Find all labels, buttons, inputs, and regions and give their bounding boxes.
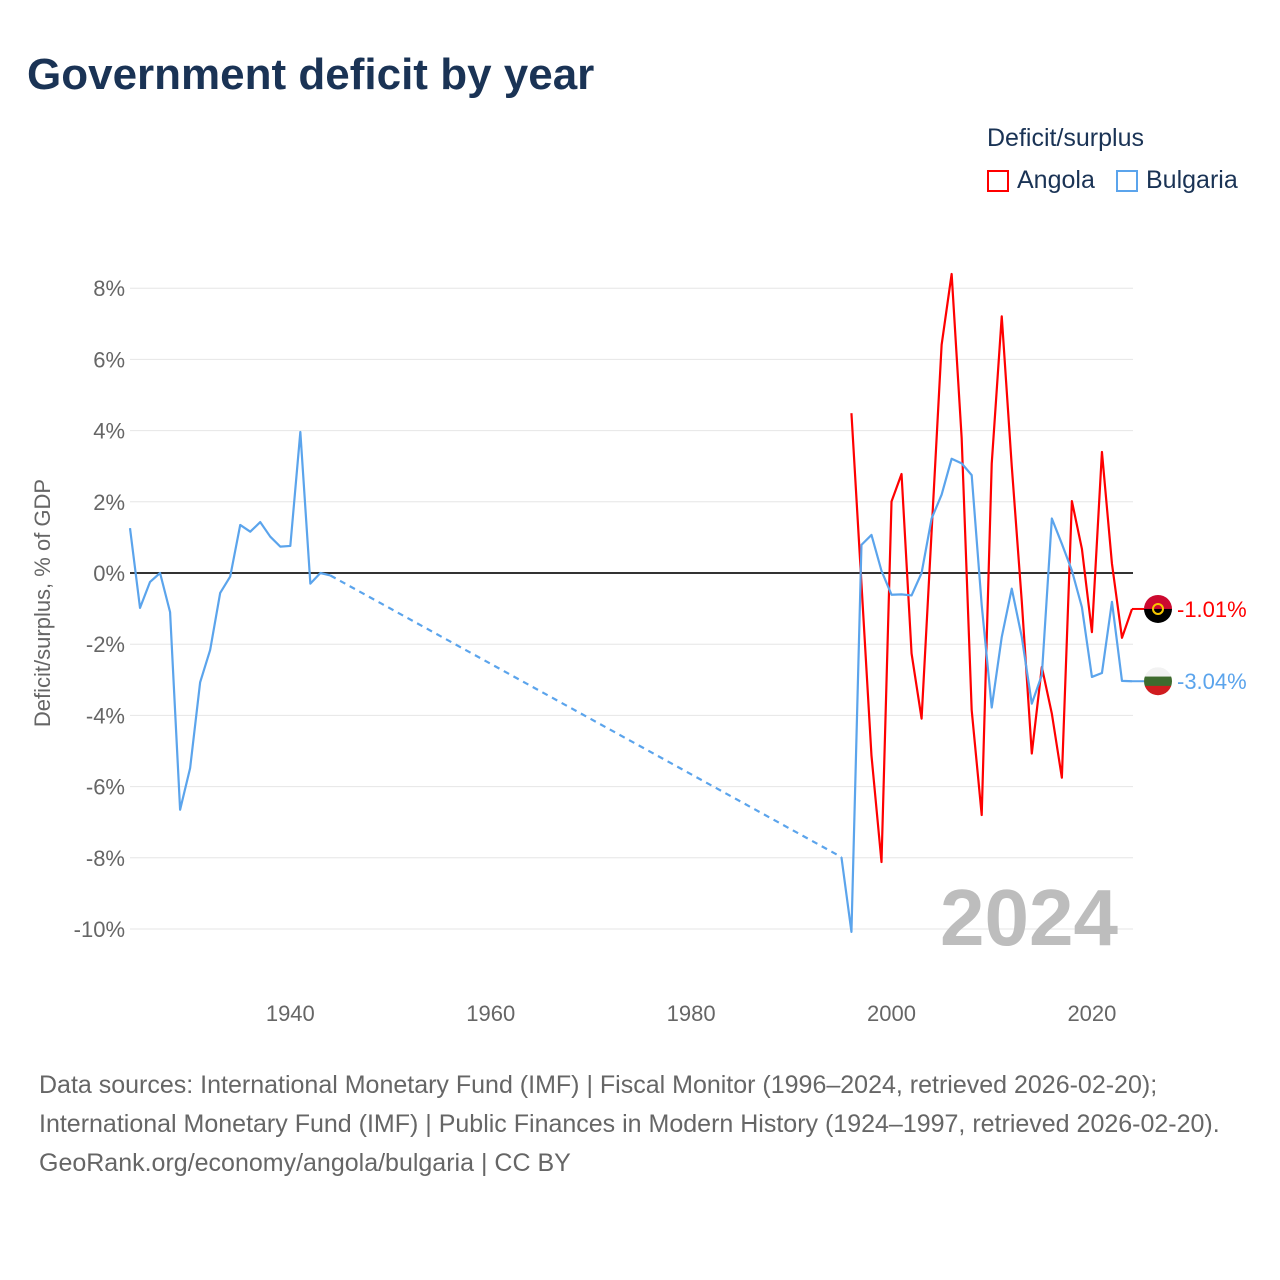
legend-item-angola[interactable]: Angola (987, 166, 1095, 195)
y-tick-label: 8% (93, 276, 125, 301)
x-tick-label: 2020 (1067, 1001, 1116, 1026)
y-tick-label: 4% (93, 419, 125, 444)
y-tick-label: -10% (74, 917, 125, 942)
y-tick-label: 0% (93, 561, 125, 586)
y-tick-label: 2% (93, 490, 125, 515)
y-tick-label: -8% (86, 846, 125, 871)
series-gap-bulgaria (329, 574, 842, 859)
legend-title: Deficit/surplus (987, 124, 1144, 152)
x-tick-label: 1980 (667, 1001, 716, 1026)
page-title: Government deficit by year (27, 50, 595, 99)
flag-angola-icon (1144, 594, 1172, 623)
legend-item-bulgaria[interactable]: Bulgaria (1116, 166, 1238, 195)
series-line-bulgaria (128, 430, 331, 811)
x-tick-label: 1960 (466, 1001, 515, 1026)
end-value-label-bulgaria: -3.04% (1177, 669, 1247, 694)
flag-bulgaria-icon (1144, 667, 1172, 696)
x-tick-label: 1940 (266, 1001, 315, 1026)
series-line-angola (850, 272, 1134, 864)
y-tick-label: 6% (93, 347, 125, 372)
footer: Data sources: International Monetary Fun… (39, 1066, 1239, 1183)
current-year-watermark: 2024 (940, 873, 1118, 962)
credit-link[interactable]: GeoRank.org/economy/angola/bulgaria | CC… (39, 1149, 571, 1177)
angola-emblem-icon (1152, 602, 1164, 615)
series-line-bulgaria (840, 457, 1133, 933)
y-tick-label: -6% (86, 775, 125, 800)
y-axis-title: Deficit/surplus, % of GDP (30, 479, 55, 727)
legend-label-bulgaria: Bulgaria (1146, 166, 1238, 194)
x-tick-label: 2000 (867, 1001, 916, 1026)
legend-swatch-bulgaria (1116, 169, 1138, 192)
end-value-label-angola: -1.01% (1177, 597, 1247, 622)
data-sources: Data sources: International Monetary Fun… (39, 1071, 1220, 1138)
legend-swatch-angola (987, 169, 1009, 192)
legend-label-angola: Angola (1017, 166, 1095, 194)
y-tick-label: -4% (86, 703, 125, 728)
y-tick-label: -2% (86, 632, 125, 657)
